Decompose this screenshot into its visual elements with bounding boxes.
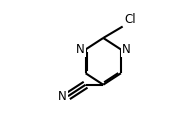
- Text: N: N: [122, 43, 131, 56]
- Text: Cl: Cl: [124, 13, 136, 26]
- Text: N: N: [76, 43, 85, 56]
- Text: N: N: [58, 90, 67, 103]
